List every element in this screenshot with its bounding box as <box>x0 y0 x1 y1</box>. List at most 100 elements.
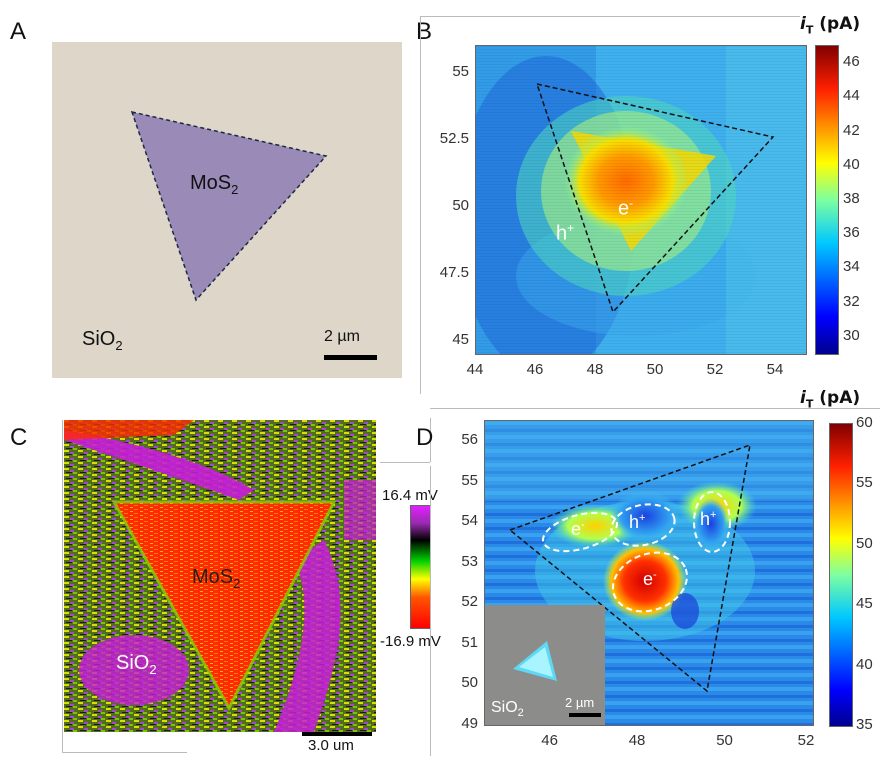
inset-substrate-text: SiO <box>491 699 518 716</box>
y-tick-label: 55 <box>461 471 478 489</box>
substrate-label-c: SiO2 <box>116 652 157 677</box>
panel-c-cb-frame <box>380 462 430 463</box>
scale-bar-label: 2 µm <box>324 328 360 345</box>
panel-c-frame-left <box>62 420 63 752</box>
y-tick-label: 51 <box>461 633 478 651</box>
x-tick-label: 48 <box>628 732 646 749</box>
hole-label-b: h+ <box>556 221 574 246</box>
panel-c-cb-frame-side <box>430 418 431 462</box>
colorbar-tick-label: 50 <box>856 534 873 552</box>
y-tick-label: 52.5 <box>439 129 469 147</box>
colorbar-d-title-sub: T <box>805 397 814 411</box>
substrate-label-c-sub: 2 <box>149 662 157 677</box>
colorbar-b-title: iT (pA) <box>800 14 860 36</box>
colorbar-tick-label: 55 <box>856 474 873 492</box>
region-label-3-sup: + <box>710 509 717 521</box>
y-tick-label: 50 <box>452 196 469 214</box>
kpfm-canvas <box>64 420 376 732</box>
panel-a-optical-image: MoS2 SiO2 2 µm <box>52 42 402 378</box>
region-label-4: e- <box>643 569 657 590</box>
flake-label-sub: 2 <box>231 182 239 197</box>
inset-scale-bar <box>569 713 601 717</box>
substrate-label-sub: 2 <box>115 338 123 353</box>
colorbar-tick-label: 36 <box>843 224 860 242</box>
inset-canvas <box>485 605 605 725</box>
region-outline-4 <box>612 551 688 613</box>
y-tick-label: 50 <box>461 674 478 692</box>
x-tick-label: 52 <box>797 732 815 749</box>
hole-label-b-sup: + <box>567 221 575 235</box>
panel-d-label: D <box>416 424 434 451</box>
colorbar-tick-label: 45 <box>856 595 873 613</box>
inset-substrate-label: SiO2 <box>491 699 524 719</box>
colorbar-b-title-i: i <box>800 14 806 34</box>
optical-inset: SiO2 2 µm <box>485 605 605 725</box>
heatmap-b-canvas <box>476 46 806 354</box>
y-tick-label: 49 <box>461 715 478 732</box>
flake-outline <box>130 110 328 302</box>
colorbar-d-title-i: i <box>800 388 806 408</box>
colorbar-tick-label: 40 <box>843 155 860 173</box>
colorbar-d-gradient <box>830 424 852 726</box>
colorbar-tick-label: 42 <box>843 121 860 139</box>
colorbar-tick-label: 44 <box>843 87 860 105</box>
colorbar-tick-label: 30 <box>843 326 860 344</box>
y-tick-label: 53 <box>461 552 478 570</box>
region-label-3-text: h <box>700 509 711 529</box>
scale-bar-c <box>302 732 372 736</box>
flake-outline-b <box>535 82 775 314</box>
x-tick-label: 50 <box>716 732 733 749</box>
scale-bar <box>324 355 377 360</box>
y-tick-label: 54 <box>461 512 478 530</box>
x-tick-label: 46 <box>526 361 544 378</box>
mos2-flake-c <box>114 502 334 708</box>
colorbar-tick-label: 32 <box>843 292 860 310</box>
colorbar-tick-label: 40 <box>856 655 873 673</box>
panel-b-heatmap: e- h+ <box>475 45 807 355</box>
colorbar-tick-label: 34 <box>843 258 860 276</box>
y-tick-label: 55 <box>452 62 469 80</box>
x-tick-label: 44 <box>466 361 484 378</box>
optical-image-canvas <box>52 42 402 378</box>
y-tick-label: 56 <box>461 431 478 449</box>
panel-c-kpfm-image: MoS2 SiO2 <box>64 420 376 732</box>
flake-outline-d <box>508 443 751 693</box>
y-tick-label: 52 <box>461 593 478 611</box>
region-label-1-text: e <box>571 519 582 539</box>
panel-d-heatmap: e- h+ h+ e- SiO2 2 µm <box>484 420 814 726</box>
region-label-2: h+ <box>629 512 645 533</box>
colorbar-d-title: iT (pA) <box>800 388 860 410</box>
y-tick-label: 45 <box>452 330 469 348</box>
panel-a-label: A <box>10 18 27 45</box>
region-label-4-text: e <box>643 569 654 589</box>
y-tick-label: 47.5 <box>439 263 469 281</box>
panel-b-label: B <box>416 18 433 45</box>
substrate-label-c-text: SiO <box>116 652 150 674</box>
electron-label-b-sup: - <box>629 196 634 210</box>
colorbar-d <box>829 423 853 727</box>
flake-label-c-sub: 2 <box>233 576 241 591</box>
electron-label-b: e- <box>618 196 633 221</box>
colorbar-b-title-sub: T <box>805 23 814 37</box>
colorbar-tick-label: 35 <box>856 716 873 733</box>
colorbar-b <box>815 45 839 355</box>
hole-label-b-text: h <box>556 222 568 245</box>
x-tick-label: 46 <box>541 732 558 749</box>
flake-label-c-text: MoS <box>192 566 234 588</box>
substrate-label-text: SiO <box>82 328 116 350</box>
inset-scale-label: 2 µm <box>565 695 595 710</box>
colorbar-d-title-unit: (pA) <box>813 388 861 408</box>
colorbar-b-title-unit: (pA) <box>813 14 861 34</box>
colorbar-tick-label: 60 <box>856 414 873 431</box>
panel-d-frame-top <box>430 408 880 409</box>
x-tick-label: 54 <box>766 361 784 378</box>
region-label-2-sup: + <box>639 512 646 524</box>
x-tick-label: 50 <box>646 361 664 378</box>
substrate-label: SiO2 <box>82 328 123 353</box>
colorbar-c-gradient <box>411 506 430 628</box>
region-outline-3 <box>693 491 731 553</box>
colorbar-c-max: 16.4 mV <box>382 487 438 504</box>
colorbar-b-gradient <box>816 46 838 354</box>
flake-label-c: MoS2 <box>192 566 240 591</box>
scale-bar-c-label: 3.0 um <box>308 737 354 754</box>
